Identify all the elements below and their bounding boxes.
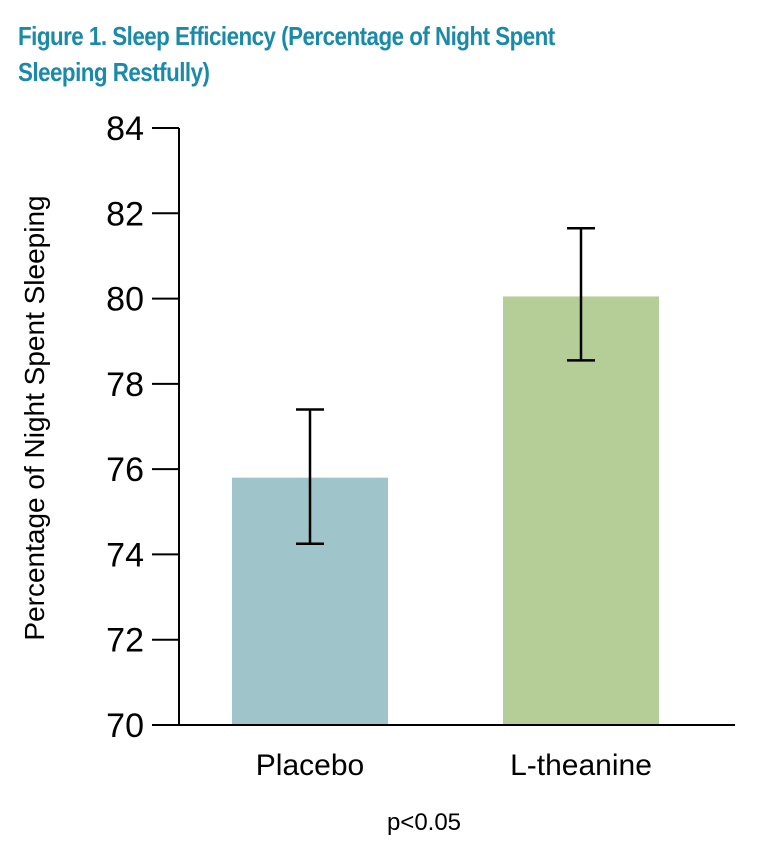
y-tick-label: 80 — [106, 281, 144, 319]
axes-layer — [178, 128, 735, 726]
y-tick-label: 82 — [106, 195, 144, 233]
y-tick-label: 72 — [106, 622, 144, 660]
x-tick-label: Placebo — [256, 749, 364, 782]
y-axis-label: Percentage of Night Spent Sleeping — [19, 195, 50, 640]
significance-annotation: p<0.05 — [387, 809, 461, 836]
x-labels-layer: Placebo L-theanine — [256, 749, 652, 782]
bars-layer — [232, 296, 659, 725]
y-tick-label: 76 — [106, 451, 144, 489]
error-bar-placebo — [296, 408, 324, 546]
y-tick-label: 74 — [106, 536, 144, 574]
y-ticks-layer: 70 72 74 76 78 80 82 84 — [106, 110, 179, 745]
error-bar-l-theanine — [567, 226, 595, 362]
x-tick-label: L-theanine — [510, 749, 652, 782]
y-tick-label: 84 — [106, 110, 144, 148]
bar-l-theanine — [503, 296, 659, 725]
figure-title: Figure 1. Sleep Efficiency (Percentage o… — [18, 21, 555, 87]
y-tick-label: 78 — [106, 366, 144, 404]
y-tick-label: 70 — [106, 707, 144, 745]
error-bars-layer — [296, 226, 595, 546]
